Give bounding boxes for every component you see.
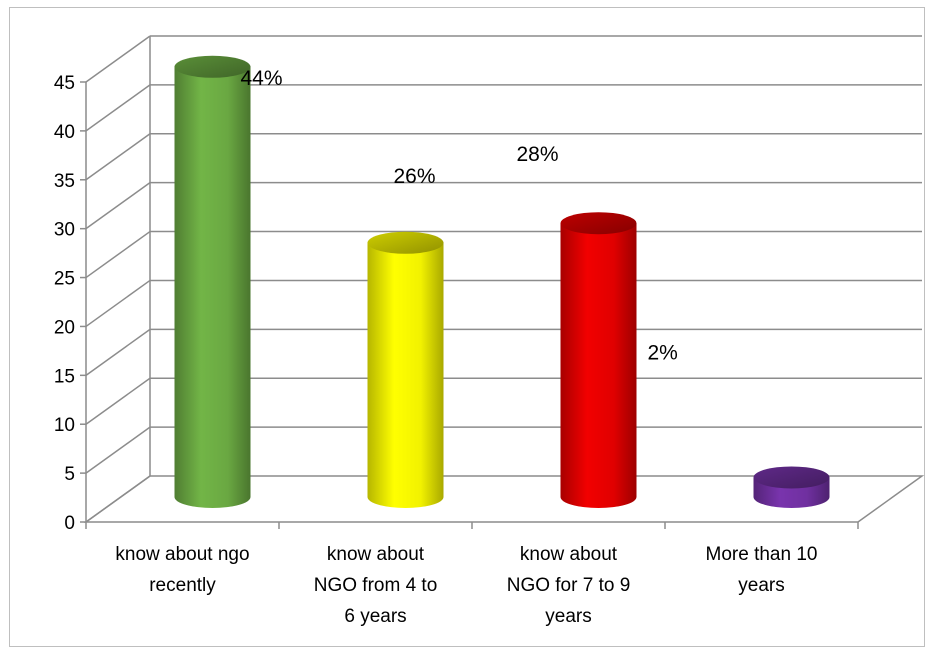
gridlines [80, 35, 925, 529]
data-label: 28% [517, 143, 559, 166]
gridline-side [85, 35, 151, 83]
x-axis: know about ngo recently know about NGO from… [115, 544, 817, 627]
gridline-side [85, 328, 151, 376]
bar-body [560, 223, 637, 509]
gridline-side [85, 377, 151, 425]
gridline-side [85, 84, 151, 132]
y-tick-label: 20 [54, 317, 75, 338]
y-tick-label: 30 [54, 220, 75, 241]
y-tick-label: 5 [64, 464, 75, 485]
bar [560, 212, 637, 509]
bar-body [367, 242, 444, 509]
bar-top [174, 55, 251, 78]
y-tick-label: 35 [54, 171, 75, 192]
y-axis: 0 5 10 15 20 25 30 35 40 45 [54, 73, 75, 534]
data-labels: 44% 26% 28% 2% [241, 67, 678, 365]
data-label: 26% [394, 165, 436, 188]
floor [83, 475, 925, 523]
x-tick-label: More than 10 years [706, 544, 818, 596]
x-tick-label: know about NGO for 7 to 9 years [507, 544, 631, 627]
gridline-side [85, 230, 151, 279]
data-label: 2% [648, 341, 678, 364]
bar-body [174, 66, 251, 509]
gridline-side [85, 133, 151, 181]
data-label: 44% [241, 67, 283, 90]
gridline-side [85, 426, 151, 474]
gridline-side [85, 279, 151, 328]
x-tick-label: know about ngo recently [115, 544, 249, 596]
bar-top [560, 212, 637, 235]
y-tick-label: 40 [54, 122, 75, 143]
bar [367, 231, 444, 509]
y-tick-label: 15 [54, 366, 75, 387]
bar [753, 466, 830, 509]
y-tick-label: 10 [54, 415, 75, 436]
bar [174, 55, 251, 509]
x-tick-label: know about NGO from 4 to 6 years [314, 544, 438, 627]
bar-top [753, 466, 830, 489]
gridline-side [85, 182, 151, 230]
bar-top [367, 231, 444, 254]
y-tick-label: 25 [54, 269, 75, 290]
y-tick-label: 45 [54, 73, 75, 94]
bars [174, 55, 830, 509]
y-tick-label: 0 [64, 513, 75, 534]
